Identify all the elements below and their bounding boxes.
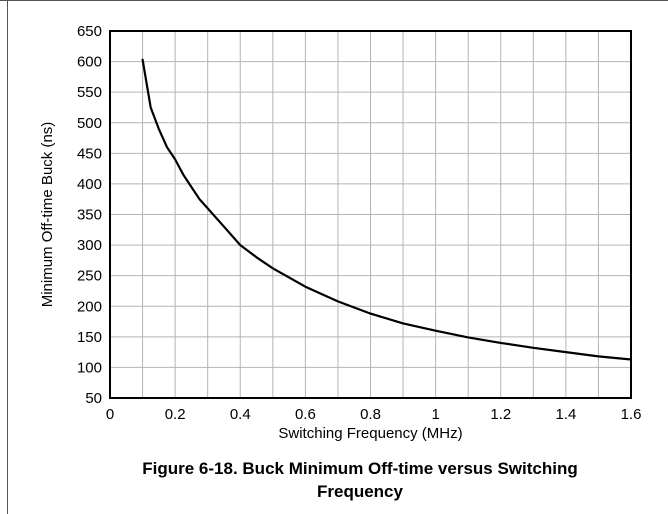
series-line-0 — [143, 60, 631, 360]
chart-grid — [110, 31, 631, 398]
x-tick-label: 1.6 — [621, 406, 642, 423]
x-tick-labels: 0 0.2 0.4 0.6 0.8 1 1.2 1.4 1.6 — [106, 406, 642, 423]
y-tick-label: 550 — [77, 84, 102, 101]
figure-caption-line-2: Frequency — [80, 481, 640, 503]
chart-series — [143, 60, 631, 360]
x-tick-label: 1 — [431, 406, 439, 423]
x-tick-label: 0.4 — [230, 406, 251, 423]
y-tick-label: 100 — [77, 359, 102, 376]
y-tick-label: 450 — [77, 145, 102, 162]
x-tick-label: 0 — [106, 406, 114, 423]
x-tick-label: 1.4 — [555, 406, 576, 423]
y-tick-label: 650 — [77, 23, 102, 40]
y-tick-label: 50 — [85, 390, 102, 407]
y-tick-label: 400 — [77, 176, 102, 193]
x-tick-label: 1.2 — [490, 406, 511, 423]
y-tick-label: 300 — [77, 237, 102, 254]
x-tick-label: 0.8 — [360, 406, 381, 423]
y-tick-labels: 50 100 150 200 250 300 350 400 450 500 550 600 650 — [77, 23, 102, 407]
x-tick-label: 0.6 — [295, 406, 316, 423]
y-tick-label: 150 — [77, 329, 102, 346]
x-axis-label: Switching Frequency (MHz) — [278, 425, 462, 442]
y-axis-label: Minimum Off-time Buck (ns) — [39, 122, 56, 308]
y-tick-label: 250 — [77, 268, 102, 285]
chart: 0 0.2 0.4 0.6 0.8 1 1.2 1.4 1.6 50 100 150 200 250 30… — [0, 0, 668, 460]
y-tick-label: 500 — [77, 115, 102, 132]
figure-caption-line-1: Figure 6-18. Buck Minimum Off-time versu… — [80, 458, 640, 480]
y-tick-label: 600 — [77, 54, 102, 71]
y-tick-label: 350 — [77, 207, 102, 224]
x-tick-label: 0.2 — [165, 406, 186, 423]
y-tick-label: 200 — [77, 298, 102, 315]
